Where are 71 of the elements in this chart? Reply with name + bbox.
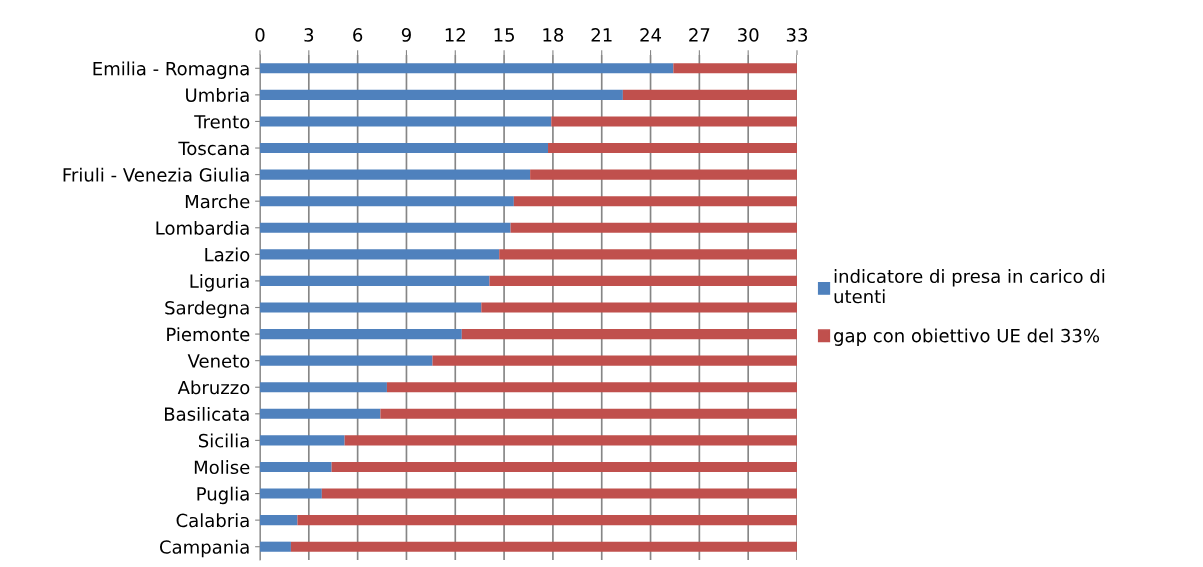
bar <box>260 382 387 393</box>
bar <box>489 275 797 286</box>
bar <box>622 89 797 100</box>
bar <box>260 355 433 366</box>
y-tick-label: Campania <box>159 539 249 558</box>
y-tick-label: Sardegna <box>165 300 249 319</box>
x-tick-label: 15 <box>494 28 514 42</box>
y-tick-label: Liguria <box>190 274 249 292</box>
x-tick-label: 6 <box>353 28 363 42</box>
x-tick-label: 12 <box>445 28 465 42</box>
bar <box>344 435 797 446</box>
bar <box>297 515 797 526</box>
bar <box>461 329 797 340</box>
bar <box>260 515 298 526</box>
y-tick-label: Basilicata <box>165 406 249 421</box>
bar <box>432 355 797 366</box>
y-tick-label: Piemonte <box>167 327 250 342</box>
x-tick-label: 18 <box>543 28 564 42</box>
bar <box>260 302 482 313</box>
legend-label: gap con obiettivo UE del 33% <box>834 328 1100 346</box>
y-tick-label: Puglia <box>197 486 249 505</box>
y-tick-label: Abruzzo <box>177 380 250 395</box>
y-tick-label: Friuli - Venezia Giulia <box>63 167 249 182</box>
bar <box>260 142 549 154</box>
y-tick-label: Emilia - Romagna <box>93 61 249 79</box>
bar <box>260 63 674 74</box>
bar <box>386 382 797 393</box>
legend-label: indicatore di presa in carico di utenti <box>834 269 1105 304</box>
x-tick-label: 9 <box>401 28 411 42</box>
bar <box>260 408 381 419</box>
bar <box>321 488 797 499</box>
y-tick-label: Lazio <box>205 247 250 262</box>
bar <box>481 302 797 313</box>
bar <box>260 169 531 180</box>
y-tick-label: Umbria <box>186 88 249 102</box>
x-tick-label: 21 <box>591 28 612 42</box>
bar <box>260 541 291 552</box>
x-tick-label: 24 <box>640 28 662 42</box>
y-tick-label: Sicilia <box>198 433 249 448</box>
bar <box>499 249 797 260</box>
bar <box>260 461 332 473</box>
y-tick-label: Veneto <box>187 354 250 368</box>
y-tick-label: Calabria <box>176 513 249 528</box>
bar <box>510 222 797 233</box>
bar <box>260 222 511 233</box>
bar <box>260 89 623 100</box>
bar <box>673 63 797 74</box>
bar <box>260 116 552 127</box>
y-tick-label: Lombardia <box>156 220 249 235</box>
x-tick-label: 0 <box>255 28 265 42</box>
bar <box>260 329 462 340</box>
x-tick-label: 30 <box>738 28 759 42</box>
bar <box>290 541 797 552</box>
x-tick-label: 27 <box>689 28 710 42</box>
bar <box>530 169 797 180</box>
bar <box>380 408 797 419</box>
bar <box>548 142 797 154</box>
bar <box>260 275 490 286</box>
bar <box>260 488 322 499</box>
y-tick-label: Marche <box>185 194 250 209</box>
y-tick-label: Trento <box>194 115 250 129</box>
y-tick-label: Molise <box>194 460 250 475</box>
bar <box>260 435 345 446</box>
y-tick-label: Toscana <box>178 141 249 156</box>
x-tick-label: 3 <box>304 28 314 42</box>
bar <box>513 196 797 207</box>
bar <box>260 249 500 260</box>
bar <box>551 116 797 127</box>
bar <box>331 461 797 473</box>
bar <box>260 196 514 207</box>
x-tick-label: 33 <box>786 28 808 42</box>
